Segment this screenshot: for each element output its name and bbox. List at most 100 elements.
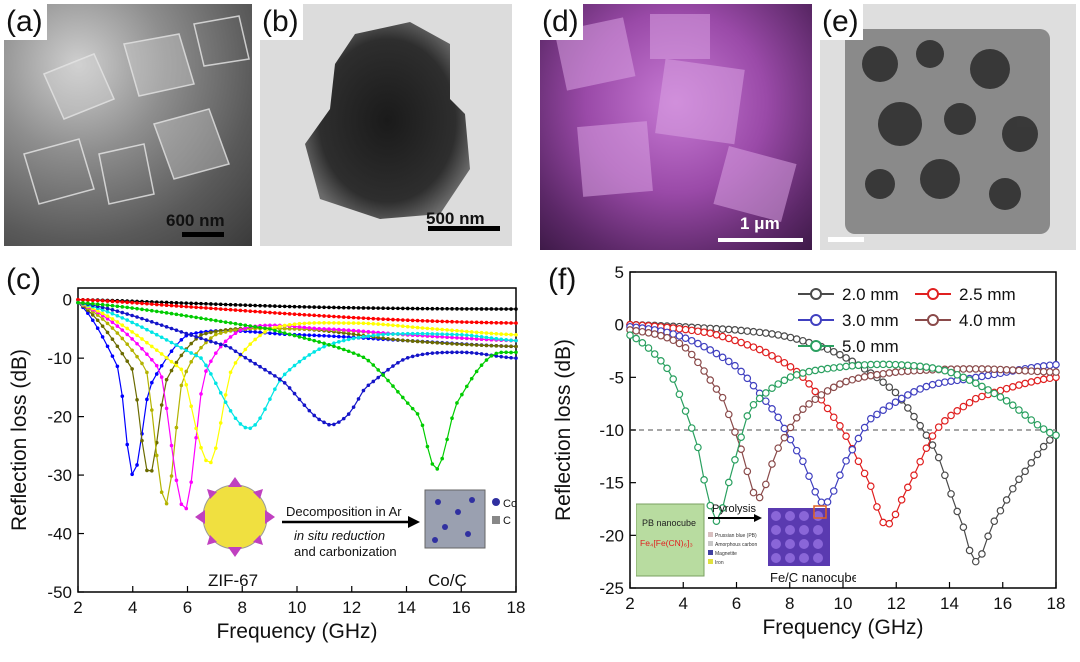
x-tick-label: 6 xyxy=(732,594,741,613)
data-point xyxy=(965,398,974,407)
data-point xyxy=(150,357,154,362)
data-point xyxy=(460,320,464,324)
data-point xyxy=(514,332,518,337)
data-point xyxy=(307,353,312,357)
data-point xyxy=(435,334,440,339)
process-arrowhead xyxy=(408,516,420,528)
data-point xyxy=(337,321,341,325)
data-point xyxy=(440,327,444,332)
data-point xyxy=(440,341,444,345)
data-point xyxy=(292,304,297,309)
data-point xyxy=(337,346,341,350)
data-point xyxy=(396,323,400,328)
data-point xyxy=(455,335,459,340)
data-point xyxy=(381,373,385,377)
data-point xyxy=(213,446,218,450)
data-point xyxy=(351,351,356,355)
data-point xyxy=(681,325,690,334)
data-point xyxy=(891,388,900,397)
data-point xyxy=(749,400,758,409)
data-point xyxy=(371,316,376,321)
data-point xyxy=(959,402,968,411)
data-point xyxy=(145,327,149,332)
legend-co-label: Co xyxy=(503,498,517,510)
data-point xyxy=(277,329,282,334)
x-tick-label: 12 xyxy=(342,598,361,617)
data-point xyxy=(351,405,356,409)
data-point xyxy=(479,320,484,325)
data-point xyxy=(984,532,992,540)
data-point xyxy=(302,325,307,330)
data-point xyxy=(464,336,469,341)
data-point xyxy=(273,328,277,333)
data-point xyxy=(405,401,410,405)
data-point xyxy=(681,407,690,415)
data-point xyxy=(897,361,906,369)
data-point xyxy=(376,306,381,310)
data-point xyxy=(263,330,267,334)
data-point xyxy=(322,420,326,425)
arrow-bottom-label-2: and carbonization xyxy=(294,544,397,559)
legend-marker xyxy=(927,314,939,326)
data-point xyxy=(469,320,474,325)
data-point xyxy=(356,321,361,325)
data-point xyxy=(953,370,962,379)
data-point xyxy=(1052,360,1060,369)
data-point xyxy=(209,336,213,340)
data-point xyxy=(346,328,351,333)
data-point xyxy=(984,365,992,373)
data-point xyxy=(401,306,405,311)
data-point xyxy=(494,344,499,348)
data-point xyxy=(228,335,233,339)
data-point xyxy=(140,347,144,351)
data-point xyxy=(786,423,795,432)
data-point xyxy=(174,478,179,483)
data-point xyxy=(199,336,203,341)
data-point xyxy=(351,332,356,337)
data-point xyxy=(829,364,838,372)
y-tick-label: -20 xyxy=(47,408,72,427)
data-point xyxy=(125,318,130,322)
data-point xyxy=(405,355,410,360)
data-point xyxy=(774,355,782,363)
data-point xyxy=(829,487,838,495)
data-point xyxy=(860,361,869,369)
data-point xyxy=(464,320,469,324)
data-point xyxy=(184,369,189,374)
data-point xyxy=(731,361,739,370)
data-point xyxy=(860,423,869,432)
series-6 xyxy=(76,300,518,465)
data-point xyxy=(86,301,90,306)
data-point xyxy=(307,408,312,413)
coc-label: Co/C xyxy=(428,571,467,590)
data-point xyxy=(829,347,838,356)
data-point xyxy=(420,340,425,344)
data-point xyxy=(248,309,253,313)
data-point xyxy=(327,327,331,331)
legend-item: 4.0 mm xyxy=(915,311,1016,330)
data-point xyxy=(959,373,968,382)
data-point xyxy=(817,391,826,399)
data-point xyxy=(366,321,371,326)
data-point xyxy=(189,404,193,408)
legend-item-magnetite: Magnetite xyxy=(715,551,737,557)
data-point xyxy=(425,306,430,311)
data-point xyxy=(504,344,508,348)
data-point xyxy=(430,319,435,323)
zif67-crystals xyxy=(195,477,275,557)
data-point xyxy=(268,397,272,401)
scale-bar-label-a: 600 nm xyxy=(166,211,225,230)
data-point xyxy=(317,321,321,325)
data-point xyxy=(489,343,494,348)
data-point xyxy=(762,348,770,357)
x-tick-label: 8 xyxy=(785,594,794,613)
data-point xyxy=(706,376,715,384)
data-point xyxy=(1033,367,1042,376)
data-point xyxy=(150,468,154,473)
data-point xyxy=(90,313,95,317)
data-point xyxy=(292,333,297,338)
data-point xyxy=(687,336,696,345)
data-point xyxy=(494,351,499,356)
data-point xyxy=(361,316,366,320)
data-point xyxy=(233,328,238,332)
